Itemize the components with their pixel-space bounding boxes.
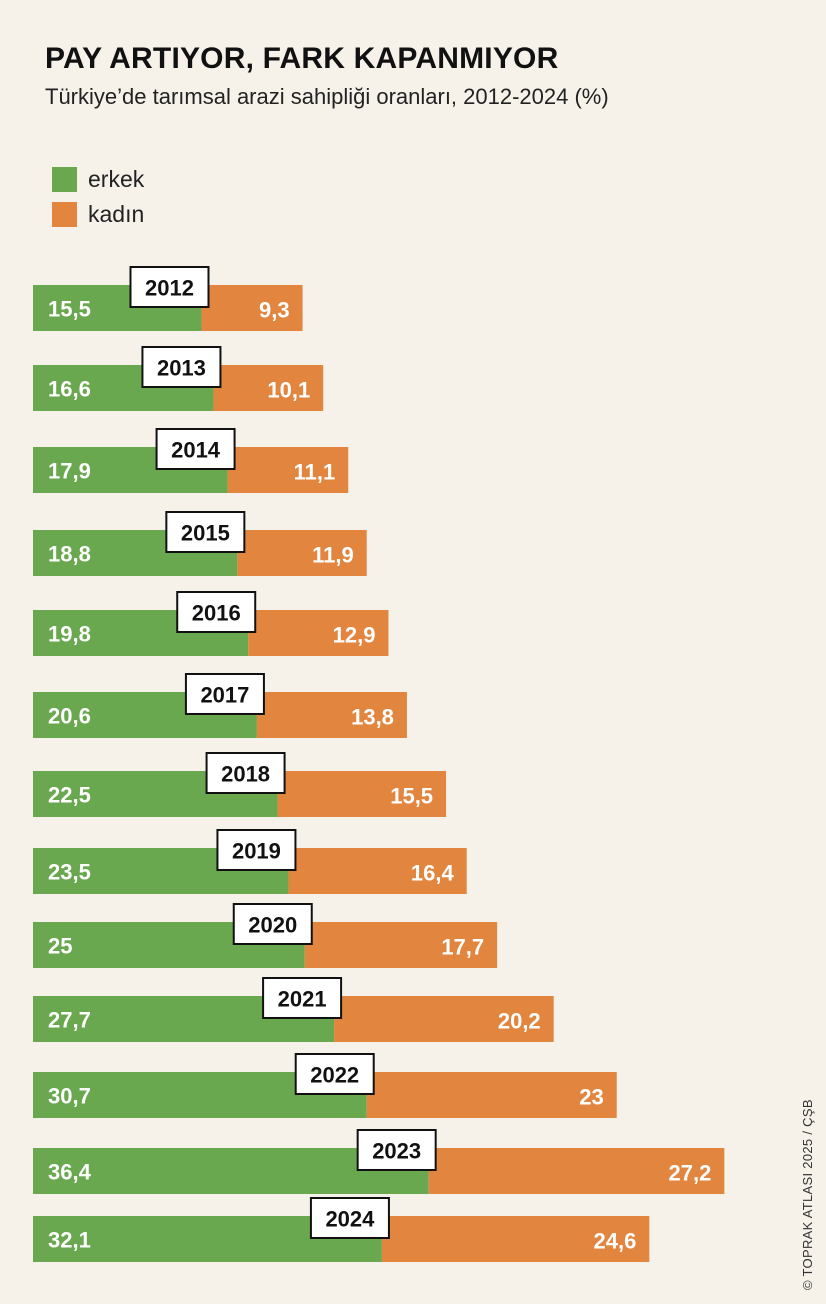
year-badge-2023 — [356, 1129, 437, 1171]
data-label-kadin-2013: 10,1 — [267, 378, 310, 403]
data-label-erkek-2017: 20,6 — [48, 704, 91, 729]
data-label-erkek-2015: 18,8 — [48, 542, 91, 567]
data-label-kadin-2014: 11,1 — [294, 460, 336, 485]
bar-kadin-2013 — [213, 365, 324, 411]
data-label-erkek-2012: 15,5 — [48, 297, 91, 322]
year-label-2018: 2018 — [221, 762, 270, 787]
year-label-2017: 2017 — [200, 683, 249, 708]
bar-kadin-2016 — [248, 610, 389, 656]
data-label-kadin-2019: 16,4 — [411, 861, 455, 886]
data-label-erkek-2018: 22,5 — [48, 783, 91, 808]
credit-text: © TOPRAK ATLASI 2025 / ÇŞB — [800, 1099, 815, 1290]
data-label-kadin-2017: 13,8 — [351, 705, 394, 730]
data-label-erkek-2014: 17,9 — [48, 459, 91, 484]
legend-item-kadin: kadın — [52, 197, 144, 232]
bar-kadin-2021 — [334, 996, 554, 1042]
year-badge-2022 — [294, 1053, 375, 1095]
bar-kadin-2017 — [256, 692, 407, 738]
data-label-erkek-2022: 30,7 — [48, 1084, 91, 1109]
chart-subtitle: Türkiye’de tarımsal arazi sahipliği oran… — [45, 84, 609, 109]
year-badge-2016 — [176, 591, 257, 633]
year-badge-2015 — [165, 511, 246, 553]
data-label-erkek-2024: 32,1 — [48, 1228, 91, 1253]
year-label-2021: 2021 — [278, 987, 327, 1012]
data-label-kadin-2012: 9,3 — [259, 298, 290, 323]
year-label-2014: 2014 — [171, 438, 221, 463]
data-label-kadin-2018: 15,5 — [390, 784, 433, 809]
data-label-erkek-2023: 36,4 — [48, 1160, 92, 1185]
bar-kadin-2019 — [288, 848, 467, 894]
bar-kadin-2014 — [227, 447, 349, 493]
data-label-erkek-2020: 25 — [48, 934, 72, 959]
year-label-2023: 2023 — [372, 1139, 421, 1164]
data-label-kadin-2021: 20,2 — [498, 1009, 541, 1034]
year-badge-2013 — [141, 346, 222, 388]
bar-kadin-2024 — [381, 1216, 650, 1262]
data-label-kadin-2022: 23 — [579, 1085, 603, 1110]
year-label-2012: 2012 — [145, 276, 194, 301]
year-label-2022: 2022 — [310, 1063, 359, 1088]
year-badge-2019 — [216, 829, 297, 871]
year-badge-2020 — [232, 903, 313, 945]
bar-kadin-2018 — [277, 771, 447, 817]
year-badge-2012 — [129, 266, 210, 308]
year-label-2024: 2024 — [325, 1207, 375, 1232]
data-label-kadin-2023: 27,2 — [669, 1161, 712, 1186]
legend-swatch-erkek — [52, 167, 77, 192]
year-label-2019: 2019 — [232, 839, 281, 864]
bar-kadin-2022 — [366, 1072, 617, 1118]
data-label-erkek-2016: 19,8 — [48, 622, 91, 647]
data-label-kadin-2016: 12,9 — [333, 623, 376, 648]
bar-kadin-2012 — [201, 285, 303, 331]
legend-label-erkek: erkek — [88, 166, 145, 192]
data-label-erkek-2021: 27,7 — [48, 1008, 91, 1033]
legend-swatch-kadin — [52, 202, 77, 227]
year-badge-2024 — [309, 1197, 390, 1239]
bar-kadin-2020 — [304, 922, 498, 968]
year-label-2013: 2013 — [157, 356, 206, 381]
legend-item-erkek: erkek — [52, 162, 144, 197]
year-badge-2021 — [262, 977, 343, 1019]
year-badge-2018 — [205, 752, 286, 794]
data-label-erkek-2013: 16,6 — [48, 377, 91, 402]
year-label-2016: 2016 — [192, 601, 241, 626]
year-label-2015: 2015 — [181, 521, 230, 546]
year-label-2020: 2020 — [248, 913, 297, 938]
legend: erkek kadın — [52, 162, 144, 232]
chart-title: PAY ARTIYOR, FARK KAPANMIYOR — [45, 42, 559, 75]
year-badge-2017 — [184, 673, 265, 715]
data-label-kadin-2024: 24,6 — [594, 1229, 637, 1254]
data-label-erkek-2019: 23,5 — [48, 860, 91, 885]
bar-kadin-2015 — [237, 530, 367, 576]
bar-kadin-2023 — [428, 1148, 725, 1194]
legend-label-kadin: kadın — [88, 201, 145, 227]
year-badge-2014 — [155, 428, 236, 470]
data-label-kadin-2020: 17,7 — [441, 935, 484, 960]
data-label-kadin-2015: 11,9 — [312, 543, 354, 568]
